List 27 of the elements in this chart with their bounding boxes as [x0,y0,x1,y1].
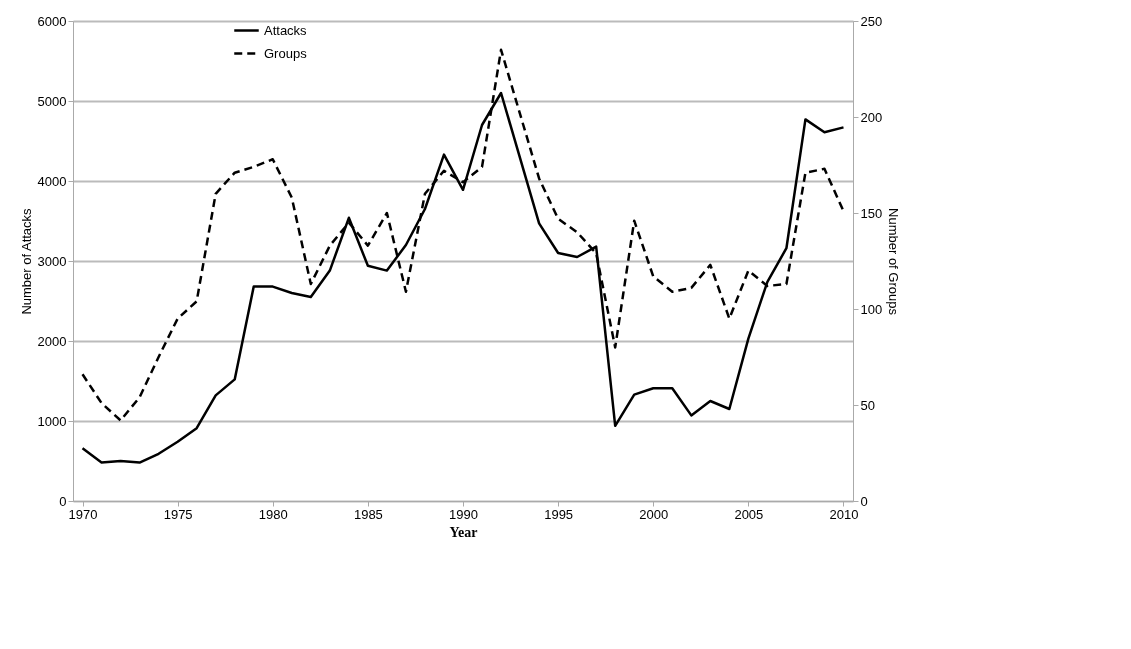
y2-tick-label: 250 [860,13,883,29]
y2-axis-title: Number of Groups [886,208,902,316]
y2-tick-label: 150 [860,205,883,221]
x-tick-label: 2005 [734,506,764,522]
y-tick-label: 6000 [37,13,67,29]
y-tick-label: 3000 [37,253,67,269]
x-tick-label: 1975 [163,506,193,522]
y2-tick-label: 0 [860,493,868,509]
x-tick-label: 1990 [449,506,478,522]
x-tick-label: 1995 [544,506,574,522]
legend-label: Groups [264,45,308,61]
y2-tick-label: 100 [860,301,883,317]
x-tick-label: 1980 [258,506,288,522]
x-tick-label: 2010 [829,506,859,522]
y2-tick-label: 50 [860,397,875,413]
x-axis-title: Year [449,524,478,540]
y-axis-title: Number of Attacks [18,207,34,315]
y-tick-label: 4000 [37,173,67,189]
legend-label: Attacks [264,22,308,38]
x-tick-label: 1985 [353,506,383,522]
y-tick-label: 2000 [37,333,67,349]
x-tick-label: 2000 [639,506,669,522]
y2-tick-label: 200 [860,109,883,125]
x-tick-label: 1970 [68,506,98,522]
y-tick-label: 1000 [37,413,67,429]
y-tick-label: 5000 [37,93,67,109]
y-tick-label: 0 [59,493,67,509]
